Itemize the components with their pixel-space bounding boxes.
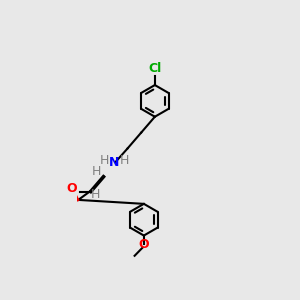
Text: N: N	[109, 156, 120, 169]
Text: O: O	[66, 182, 77, 195]
Text: O: O	[139, 238, 149, 251]
Text: H: H	[100, 154, 110, 167]
Text: H: H	[91, 188, 101, 201]
Text: H: H	[120, 154, 129, 167]
Text: H: H	[92, 165, 101, 178]
Text: Cl: Cl	[148, 62, 161, 75]
